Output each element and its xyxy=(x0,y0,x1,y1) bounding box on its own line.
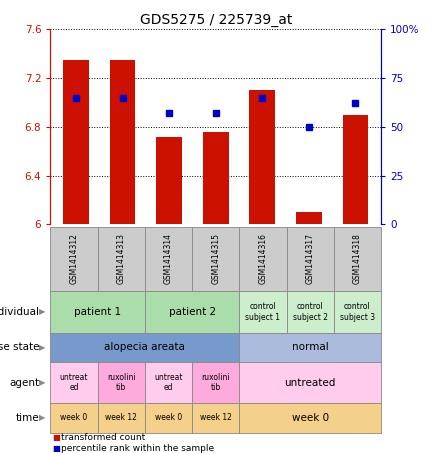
Text: GSM1414313: GSM1414313 xyxy=(117,233,126,284)
Title: GDS5275 / 225739_at: GDS5275 / 225739_at xyxy=(140,13,292,27)
Bar xyxy=(156,137,182,224)
Text: ■: ■ xyxy=(53,444,60,453)
Text: transformed count: transformed count xyxy=(61,433,145,442)
Text: control
subject 3: control subject 3 xyxy=(340,302,375,322)
Text: disease state: disease state xyxy=(0,342,39,352)
Text: ■: ■ xyxy=(53,433,60,442)
Text: individual: individual xyxy=(0,307,39,317)
Text: ▶: ▶ xyxy=(39,343,45,352)
Text: patient 1: patient 1 xyxy=(74,307,121,317)
Text: GSM1414318: GSM1414318 xyxy=(353,233,362,284)
Text: normal: normal xyxy=(292,342,328,352)
Text: alopecia areata: alopecia areata xyxy=(104,342,185,352)
Bar xyxy=(296,212,321,224)
Text: ▶: ▶ xyxy=(39,308,45,316)
Text: GSM1414315: GSM1414315 xyxy=(211,233,220,284)
Text: percentile rank within the sample: percentile rank within the sample xyxy=(61,444,215,453)
Text: ruxolini
tib: ruxolini tib xyxy=(107,373,135,392)
Text: week 12: week 12 xyxy=(105,414,137,422)
Text: agent: agent xyxy=(9,377,39,388)
Bar xyxy=(250,90,275,224)
Text: time: time xyxy=(16,413,39,423)
Text: GSM1414312: GSM1414312 xyxy=(70,233,78,284)
Text: untreat
ed: untreat ed xyxy=(60,373,88,392)
Text: week 0: week 0 xyxy=(60,414,88,422)
Text: patient 2: patient 2 xyxy=(169,307,215,317)
Text: untreated: untreated xyxy=(285,377,336,388)
Text: control
subject 1: control subject 1 xyxy=(245,302,280,322)
Text: untreat
ed: untreat ed xyxy=(154,373,183,392)
Text: ▶: ▶ xyxy=(39,378,45,387)
Text: week 0: week 0 xyxy=(155,414,182,422)
Text: GSM1414317: GSM1414317 xyxy=(306,233,314,284)
Text: control
subject 2: control subject 2 xyxy=(293,302,328,322)
Text: GSM1414314: GSM1414314 xyxy=(164,233,173,284)
Text: week 0: week 0 xyxy=(292,413,329,423)
Bar xyxy=(63,60,89,224)
Bar xyxy=(110,60,135,224)
Text: GSM1414316: GSM1414316 xyxy=(258,233,268,284)
Bar xyxy=(203,132,229,224)
Text: week 12: week 12 xyxy=(200,414,232,422)
Text: ▶: ▶ xyxy=(39,414,45,422)
Bar xyxy=(343,115,368,224)
Text: ruxolini
tib: ruxolini tib xyxy=(201,373,230,392)
